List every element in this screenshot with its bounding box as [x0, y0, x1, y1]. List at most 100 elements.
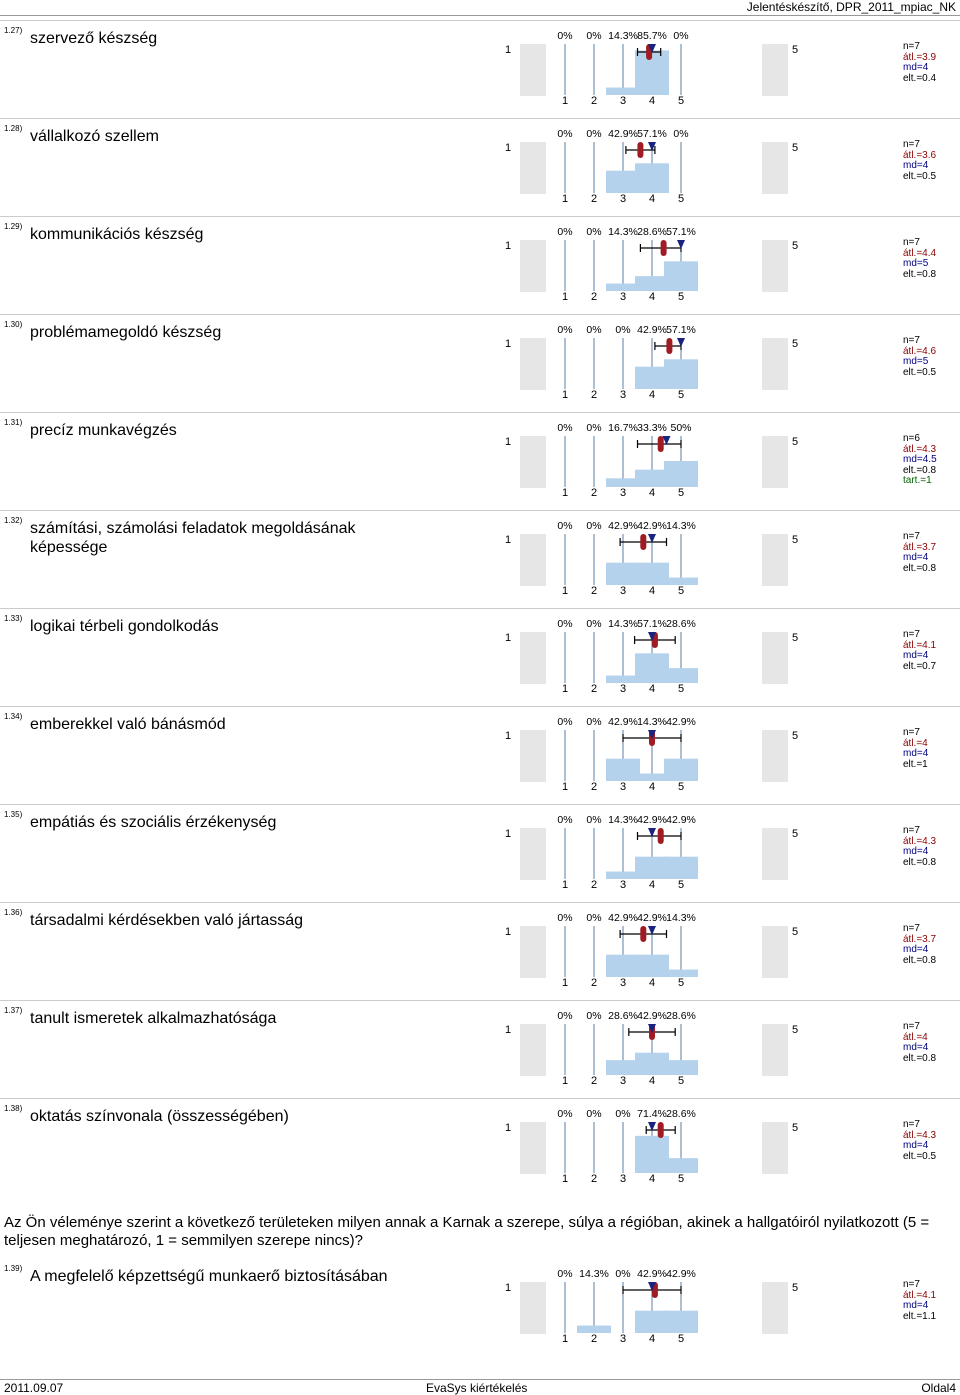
percent-label: 0% — [586, 814, 601, 826]
scale-left-block — [520, 1122, 546, 1174]
scale-high-label: 5 — [792, 1122, 799, 1134]
percent-label: 0% — [557, 422, 572, 434]
tick-label: 4 — [649, 683, 655, 694]
tick-label: 1 — [562, 95, 568, 106]
tick-label: 1 — [562, 1075, 568, 1086]
tick-label: 5 — [678, 193, 684, 204]
scale-right-block — [762, 1282, 788, 1334]
question-number: 1.32) — [4, 516, 23, 525]
histogram-bar — [635, 1310, 669, 1333]
percent-label: 42.9% — [637, 814, 667, 826]
tick-label: 4 — [649, 291, 655, 302]
item-stats: n=7 átl.=4.4 md=5 elt.=0.8 — [903, 237, 936, 280]
scale-left-block — [520, 632, 546, 684]
histogram-bar — [635, 1135, 669, 1173]
histogram-bar — [577, 1325, 611, 1333]
percent-label: 42.9% — [637, 1268, 667, 1280]
percent-label: 28.6% — [666, 1108, 696, 1120]
histogram-chart: 0% 0% 42.9% 57.1% 0% 1 2 3 4 5 — [520, 128, 788, 204]
histogram-bar — [664, 856, 698, 879]
stat-line: md=4 — [903, 1300, 929, 1311]
percent-label: 14.3% — [608, 30, 638, 42]
tick-label: 2 — [591, 879, 597, 890]
median-marker — [648, 142, 656, 151]
percent-label: 14.3% — [608, 226, 638, 238]
mean-marker — [657, 436, 664, 452]
tick-label: 3 — [620, 1075, 626, 1086]
scale-left-block — [520, 436, 546, 488]
scale-low-label: 1 — [505, 1024, 512, 1036]
percent-label: 0% — [557, 1108, 572, 1120]
histogram-bar — [635, 366, 669, 389]
stat-line: átl.=4.1 — [903, 639, 937, 651]
stat-line: átl.=4.1 — [903, 1289, 937, 1301]
tick-label: 3 — [620, 585, 626, 596]
median-marker — [648, 534, 656, 543]
tick-label: 2 — [591, 683, 597, 694]
question-label: emberekkel való bánásmód — [30, 716, 226, 733]
tick-label: 4 — [649, 193, 655, 204]
scale-high-label: 5 — [792, 828, 799, 840]
stat-line: elt.=0.8 — [903, 954, 937, 966]
scale-high-label: 5 — [792, 1024, 799, 1036]
header-divider — [0, 15, 960, 16]
item-divider — [0, 804, 960, 805]
stat-line: n=7 — [903, 1021, 920, 1032]
histogram-chart: 0% 0% 16.7% 33.3% 50% 1 2 3 4 5 — [520, 422, 788, 498]
stat-line: n=7 — [903, 531, 920, 542]
scale-low-label: 1 — [505, 338, 512, 350]
stat-line: md=4 — [903, 1140, 929, 1151]
tick-label: 3 — [620, 193, 626, 204]
tick-label: 1 — [562, 977, 568, 988]
stat-line: átl.=3.6 — [903, 149, 937, 161]
tick-label: 1 — [562, 487, 568, 498]
question-label: társadalmi kérdésekben való jártasság — [30, 912, 304, 929]
scale-low-label: 1 — [505, 1282, 512, 1294]
percent-label: 16.7% — [608, 422, 638, 434]
histogram-chart: 0% 0% 0% 71.4% 28.6% 1 2 3 4 5 — [520, 1108, 788, 1184]
percent-label: 0% — [586, 716, 601, 728]
histogram-chart: 0% 0% 42.9% 14.3% 42.9% 1 2 3 4 5 — [520, 716, 788, 792]
percent-label: 42.9% — [637, 520, 667, 532]
stat-line: elt.=0.5 — [903, 170, 937, 182]
histogram-bar — [635, 773, 669, 781]
stat-line: n=7 — [903, 1279, 920, 1290]
stat-line: md=4 — [903, 552, 929, 563]
tick-label: 3 — [620, 291, 626, 302]
tick-label: 3 — [620, 879, 626, 890]
percent-label: 50% — [670, 422, 691, 434]
histogram-bar — [606, 1060, 640, 1075]
histogram-bar — [664, 1310, 698, 1333]
item-divider — [0, 608, 960, 609]
percent-label: 42.9% — [666, 814, 696, 826]
scale-left-block — [520, 828, 546, 880]
percent-label: 28.6% — [608, 1010, 638, 1022]
scale-low-label: 1 — [505, 632, 512, 644]
percent-label: 0% — [673, 30, 688, 42]
tick-label: 5 — [678, 781, 684, 792]
item-divider — [0, 20, 960, 21]
tick-label: 4 — [649, 1173, 655, 1184]
scale-high-label: 5 — [792, 730, 799, 742]
histogram-bar — [664, 577, 698, 585]
percent-label: 0% — [557, 520, 572, 532]
median-marker — [648, 632, 656, 641]
mean-marker — [657, 828, 664, 844]
percent-label: 0% — [586, 912, 601, 924]
question-item: 1.31) precíz munkavégzés 1 5 0% 0% 16.7% 33.3% 5… — [0, 412, 960, 510]
footer-page: Oldal4 — [921, 1381, 956, 1395]
stat-line: n=7 — [903, 727, 920, 738]
question-number: 1.33) — [4, 614, 23, 623]
tick-label: 5 — [678, 585, 684, 596]
histogram-chart: 0% 0% 14.3% 57.1% 28.6% 1 2 3 4 5 — [520, 618, 788, 694]
median-marker — [648, 1122, 656, 1131]
histogram-bar — [664, 1158, 698, 1173]
median-marker — [677, 338, 685, 347]
tick-label: 5 — [678, 291, 684, 302]
stat-line: elt.=0.8 — [903, 856, 937, 868]
question-label: A megfelelő képzettségű munkaerő biztosí… — [30, 1268, 388, 1285]
histogram-bar — [635, 954, 669, 977]
stat-line: átl.=4.6 — [903, 345, 937, 357]
tick-label: 1 — [562, 585, 568, 596]
tick-label: 2 — [591, 389, 597, 400]
